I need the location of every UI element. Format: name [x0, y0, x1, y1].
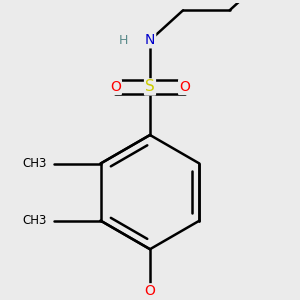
- Text: S: S: [145, 80, 155, 94]
- Text: CH3: CH3: [22, 214, 46, 227]
- Text: H: H: [118, 34, 128, 47]
- Text: O: O: [179, 80, 190, 94]
- Text: CH3: CH3: [22, 157, 46, 170]
- Text: O: O: [110, 80, 121, 94]
- Text: N: N: [145, 33, 155, 47]
- Text: O: O: [145, 284, 155, 298]
